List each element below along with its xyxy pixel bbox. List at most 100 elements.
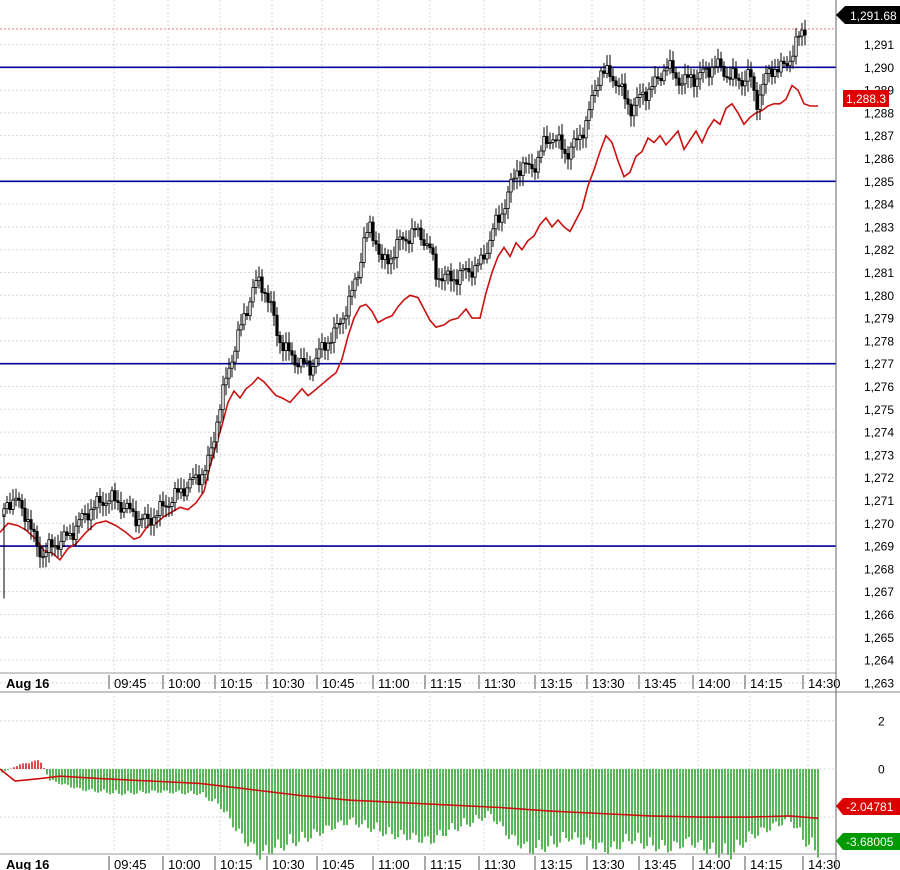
oscillator-y-axis: 20 — [878, 714, 885, 776]
candle-up — [662, 70, 666, 82]
candle-up — [794, 36, 798, 57]
candle-up — [551, 139, 555, 143]
candle-up — [398, 236, 402, 240]
candle-up — [320, 342, 324, 350]
candle-up — [446, 270, 450, 275]
candle-down — [518, 170, 522, 176]
candle-up — [47, 539, 51, 553]
candle-down — [737, 77, 741, 81]
candle-down — [722, 65, 726, 77]
candle-up — [665, 67, 669, 72]
candle-up — [689, 74, 693, 78]
candle-up — [224, 377, 228, 386]
candle-down — [38, 545, 42, 558]
candle-up — [746, 69, 750, 82]
candle-up — [494, 214, 498, 230]
candle-down — [782, 60, 786, 65]
candle-up — [68, 533, 72, 536]
candle-up — [212, 441, 216, 449]
candle-up — [647, 88, 651, 101]
candle-up — [695, 78, 699, 87]
price-tick-label: 1,291 — [864, 38, 894, 52]
candle-up — [329, 341, 333, 344]
candle-up — [443, 273, 447, 282]
candle-up — [158, 501, 162, 516]
candle-up — [503, 208, 507, 215]
candle-down — [98, 495, 102, 503]
candle-up — [767, 68, 771, 75]
candle-down — [176, 488, 180, 493]
candle-up — [638, 94, 642, 98]
oscillator-histogram — [1, 760, 819, 860]
candle-down — [533, 168, 537, 173]
candle-up — [314, 357, 318, 368]
candle-down — [749, 69, 753, 78]
price-tick-label: 1,282 — [864, 243, 894, 257]
candle-up — [227, 367, 231, 379]
candle-up — [761, 83, 765, 96]
candle-up — [509, 178, 513, 193]
candle-up — [284, 342, 288, 351]
date-label: Aug 16 — [6, 676, 49, 691]
candle-down — [263, 292, 267, 294]
candle-up — [572, 138, 576, 148]
candle-up — [257, 276, 261, 282]
candle-up — [254, 280, 258, 288]
price-x-axis: Aug 16 09:45 10:00 10:15 10:30 10:45 11:00 11:1… — [0, 672, 841, 691]
candle-up — [791, 55, 795, 62]
candle-down — [677, 77, 681, 86]
candle-up — [593, 90, 597, 96]
candle-up — [80, 513, 84, 521]
candle-up — [179, 488, 183, 493]
candle-up — [95, 495, 99, 509]
oscillator-signal-line — [0, 768, 819, 820]
candle-down — [644, 91, 648, 101]
candle-down — [431, 247, 435, 255]
candle-up — [473, 265, 477, 278]
candle-up — [326, 342, 330, 351]
candle-up — [344, 315, 348, 320]
price-tick-label: 1,283 — [864, 220, 894, 234]
candle-down — [785, 63, 789, 67]
candle-down — [581, 134, 585, 139]
candle-up — [26, 519, 30, 522]
candle-up — [191, 477, 195, 480]
candle-up — [596, 84, 600, 91]
candle-up — [110, 490, 114, 502]
time-tick-label: 14:15 — [750, 676, 783, 691]
candle-up — [356, 277, 360, 280]
candle-down — [131, 508, 135, 512]
candle-up — [512, 177, 516, 180]
candle-up — [392, 256, 396, 260]
candle-down — [161, 501, 165, 507]
candle-up — [77, 519, 81, 527]
candle-up — [359, 261, 363, 278]
candle-down — [134, 511, 138, 527]
price-tick-label: 1,271 — [864, 494, 894, 508]
candle-up — [347, 295, 351, 317]
candle-down — [386, 254, 390, 265]
time-tick-label: 11:15 — [430, 857, 462, 870]
candle-down — [455, 279, 459, 285]
candle-up — [590, 95, 594, 111]
candle-up — [242, 313, 246, 326]
time-tick-label: 09:45 — [114, 857, 147, 870]
candle-up — [587, 109, 591, 121]
candle-up — [215, 421, 219, 443]
candle-up — [239, 324, 243, 331]
price-tick-label: 1,269 — [864, 540, 894, 554]
candle-up — [416, 227, 420, 231]
time-tick-label: 13:30 — [592, 857, 625, 870]
oscillator-x-axis: Aug 16 09:45 10:00 10:15 10:30 10:45 11:00 11:1… — [0, 853, 841, 870]
candle-up — [488, 239, 492, 254]
candle-up — [362, 237, 366, 263]
price-tick-label: 1,276 — [864, 380, 894, 394]
candle-up — [599, 70, 603, 86]
candle-down — [197, 474, 201, 486]
candle-up — [569, 146, 573, 160]
price-tick-label: 1,267 — [864, 585, 894, 599]
time-tick-label: 09:45 — [114, 676, 147, 691]
candle-up — [341, 318, 345, 324]
candle-up — [233, 350, 237, 363]
